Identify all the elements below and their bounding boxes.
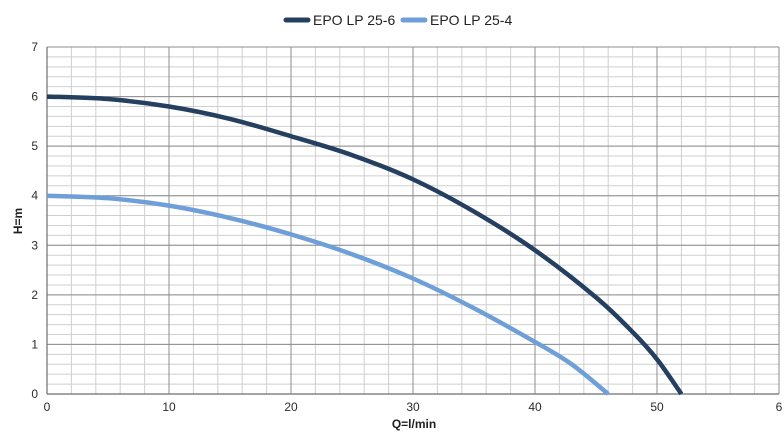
x-tick-label: 10 <box>162 400 176 414</box>
series-lines <box>46 94 684 396</box>
series-line-epo-lp-25-4 <box>46 193 610 396</box>
y-tick-label: 0 <box>31 387 38 401</box>
legend: EPO LP 25-6 EPO LP 25-4 <box>283 12 512 28</box>
y-tick-label: 4 <box>31 189 38 203</box>
y-tick-labels: 0 1 2 3 4 5 6 7 <box>31 40 38 401</box>
x-tick-label: 30 <box>406 400 420 414</box>
axes <box>46 47 779 395</box>
y-tick-label: 1 <box>31 337 38 351</box>
x-tick-label: 0 <box>44 400 51 414</box>
legend-label-epo-lp-25-6: EPO LP 25-6 <box>313 12 395 28</box>
x-tick-label: 6 <box>776 400 783 414</box>
legend-label-epo-lp-25-4: EPO LP 25-4 <box>430 12 512 28</box>
x-axis-title: Q=l/min <box>392 417 436 431</box>
y-axis-title: H=m <box>11 208 25 234</box>
series-line-epo-lp-25-6 <box>46 94 684 396</box>
major-grid <box>46 46 780 395</box>
x-tick-label: 50 <box>650 400 664 414</box>
y-tick-label: 5 <box>31 139 38 153</box>
x-tick-labels: 0 10 20 30 40 50 6 <box>44 400 783 414</box>
y-tick-label: 6 <box>31 90 38 104</box>
x-tick-label: 20 <box>284 400 298 414</box>
y-tick-label: 2 <box>31 288 38 302</box>
x-tick-label: 40 <box>528 400 542 414</box>
y-tick-label: 7 <box>31 40 38 54</box>
y-tick-label: 3 <box>31 238 38 252</box>
